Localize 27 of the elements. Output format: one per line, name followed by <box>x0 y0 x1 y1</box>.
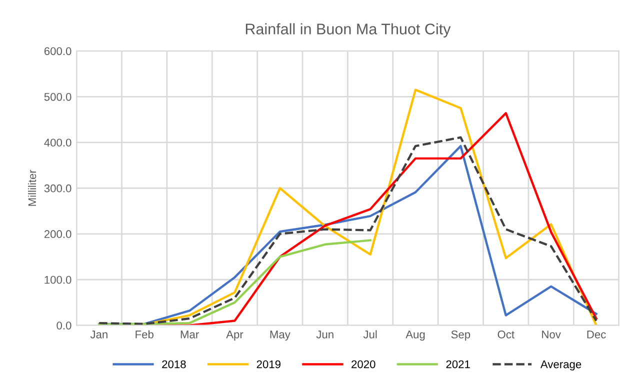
x-tick-label: Nov <box>542 330 561 338</box>
y-tick-label: 400.0 <box>44 138 72 147</box>
y-tick-label: 500.0 <box>44 92 72 101</box>
x-tick-label: Feb <box>136 330 154 338</box>
y-tick-label: 200.0 <box>44 230 72 238</box>
chart-title: Rainfall in Buon Ma Thuot City <box>246 23 451 38</box>
legend-label: 2018 <box>162 360 186 368</box>
y-tick-label: 300.0 <box>44 184 72 192</box>
x-tick-label: Mar <box>180 330 199 338</box>
x-tick-label: Apr <box>226 330 244 341</box>
x-tick-label: Jan <box>90 330 108 338</box>
x-tick-label: May <box>270 330 290 341</box>
x-tick-label: Jun <box>316 330 334 338</box>
legend-label: 2020 <box>352 360 376 368</box>
legend-label: Average <box>540 360 582 370</box>
x-tick-label: Aug <box>406 330 425 341</box>
y-tick-label: 100.0 <box>44 276 72 284</box>
x-tick-label: Oct <box>498 330 514 338</box>
x-tick-label: Jul <box>363 330 377 338</box>
y-axis-title: Milliliter <box>28 170 36 206</box>
y-tick-label: 0.0 <box>56 322 72 330</box>
legend-label: 2019 <box>256 360 280 368</box>
line-series <box>98 239 372 326</box>
x-tick-label: Sep <box>451 330 470 341</box>
legend-label: 2021 <box>446 360 470 368</box>
y-tick-label: 600.0 <box>44 47 72 56</box>
x-tick-label: Dec <box>587 330 606 338</box>
